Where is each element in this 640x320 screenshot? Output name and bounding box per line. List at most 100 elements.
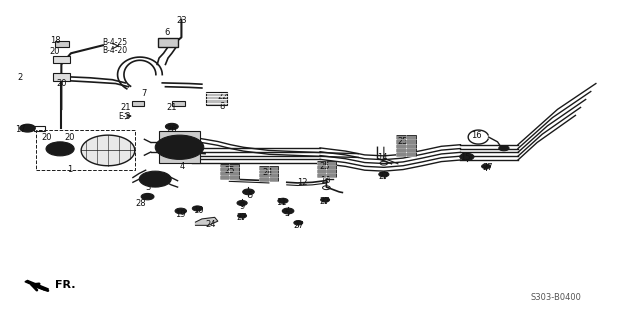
Text: 27: 27	[293, 221, 303, 230]
Bar	[269, 173, 278, 177]
Text: 21: 21	[166, 103, 177, 112]
Text: 9: 9	[239, 202, 244, 211]
Text: 8: 8	[220, 102, 225, 111]
Circle shape	[164, 139, 195, 155]
Bar	[220, 167, 229, 171]
Bar	[406, 135, 417, 140]
Text: 5: 5	[247, 191, 252, 200]
Text: 25: 25	[398, 137, 408, 146]
Bar	[53, 73, 70, 81]
Bar	[132, 101, 145, 107]
Circle shape	[237, 200, 247, 205]
Circle shape	[147, 175, 164, 184]
Text: 26: 26	[166, 125, 177, 134]
Bar	[326, 173, 336, 177]
Bar	[326, 165, 336, 169]
Polygon shape	[25, 280, 49, 290]
Bar	[396, 152, 406, 156]
Circle shape	[166, 123, 178, 130]
Text: 20: 20	[50, 47, 60, 56]
Circle shape	[46, 142, 74, 156]
Text: 6: 6	[164, 28, 170, 37]
Text: 3: 3	[145, 183, 150, 192]
Text: B-4-25: B-4-25	[102, 38, 127, 47]
Bar	[53, 56, 70, 63]
Text: 5: 5	[284, 209, 289, 218]
Bar	[36, 130, 135, 170]
Bar	[159, 38, 177, 47]
Text: 11: 11	[276, 197, 287, 206]
Bar	[159, 131, 200, 163]
Circle shape	[175, 208, 186, 214]
Bar	[396, 148, 406, 152]
Circle shape	[237, 213, 246, 218]
Circle shape	[460, 153, 474, 160]
Text: 12: 12	[297, 179, 307, 188]
Text: 19: 19	[175, 210, 186, 219]
Text: S303-B0400: S303-B0400	[531, 293, 582, 302]
Bar	[396, 140, 406, 144]
Bar	[269, 177, 278, 181]
Circle shape	[282, 208, 294, 214]
Text: E-3: E-3	[118, 113, 130, 122]
Bar	[220, 171, 229, 175]
Circle shape	[379, 172, 389, 177]
Text: 16: 16	[471, 131, 482, 140]
Circle shape	[141, 194, 154, 200]
Text: 25: 25	[224, 166, 235, 175]
Bar	[406, 152, 417, 156]
Bar	[326, 161, 336, 165]
Text: 15: 15	[460, 153, 471, 162]
Text: 18: 18	[50, 36, 60, 45]
Text: 27: 27	[320, 197, 330, 206]
Bar	[229, 175, 239, 179]
Bar	[229, 171, 239, 175]
Text: 21: 21	[120, 103, 131, 112]
Circle shape	[499, 146, 509, 151]
Text: 25: 25	[320, 162, 330, 171]
Text: 10: 10	[193, 206, 204, 215]
Text: 24: 24	[205, 220, 216, 229]
Text: FR.: FR.	[55, 280, 76, 290]
Text: 27: 27	[482, 163, 493, 172]
Text: 24: 24	[262, 168, 273, 177]
Text: 17: 17	[15, 125, 26, 134]
Polygon shape	[81, 135, 135, 166]
Circle shape	[20, 124, 35, 132]
Bar	[229, 167, 239, 171]
Text: 2: 2	[17, 73, 22, 82]
Circle shape	[52, 145, 68, 153]
Circle shape	[321, 197, 330, 202]
Polygon shape	[195, 217, 218, 225]
Bar	[220, 164, 229, 167]
Text: 22: 22	[217, 92, 228, 101]
Bar	[269, 170, 278, 173]
Bar	[259, 166, 269, 170]
Bar	[34, 125, 45, 131]
Bar	[406, 140, 417, 144]
Circle shape	[156, 135, 204, 159]
Text: 14: 14	[378, 153, 388, 162]
Text: 1: 1	[67, 165, 72, 174]
Bar	[406, 144, 417, 148]
Circle shape	[481, 164, 490, 169]
Text: 20: 20	[56, 79, 67, 88]
Bar	[55, 41, 69, 47]
Text: 23: 23	[176, 16, 187, 25]
Bar	[259, 177, 269, 181]
Bar	[317, 165, 326, 169]
Text: 7: 7	[141, 89, 147, 98]
Bar	[317, 161, 326, 165]
Bar	[396, 135, 406, 140]
Circle shape	[278, 198, 288, 203]
Bar	[317, 173, 326, 177]
Text: 20: 20	[65, 133, 75, 142]
Bar	[326, 169, 336, 173]
Text: 20: 20	[42, 133, 52, 142]
Text: 13: 13	[320, 176, 330, 185]
Bar	[259, 170, 269, 173]
Circle shape	[192, 206, 202, 211]
Text: 27: 27	[237, 213, 248, 222]
Bar	[172, 101, 184, 107]
Bar	[220, 175, 229, 179]
